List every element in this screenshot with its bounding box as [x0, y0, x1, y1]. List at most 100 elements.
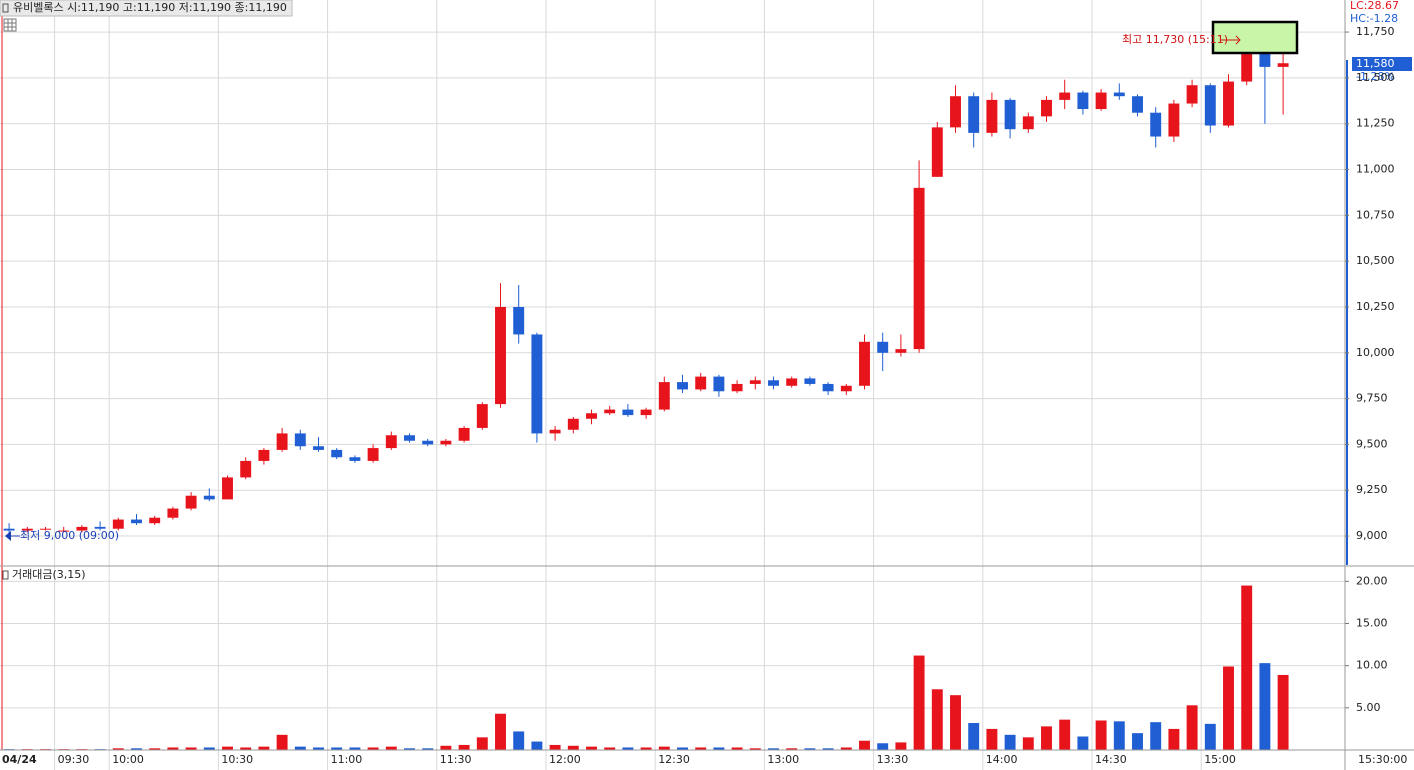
candle-body: [822, 383, 834, 392]
candle-body: [549, 429, 561, 434]
candle-body: [149, 517, 161, 524]
y-tick-label: 11,500: [1356, 71, 1395, 84]
volume-bar: [1259, 663, 1271, 750]
volume-bar: [167, 747, 179, 750]
candle-body: [567, 418, 579, 430]
volume-bar: [713, 747, 725, 750]
volume-bar: [640, 747, 652, 750]
volume-bar: [367, 747, 379, 750]
volume-bar: [404, 748, 415, 750]
candle-body: [440, 440, 452, 445]
candle-body: [695, 376, 707, 390]
x-tick-label: 11:30: [440, 753, 472, 766]
y-tick-label: 10,250: [1356, 300, 1395, 313]
legend-icon: [2, 3, 9, 13]
x-tick-label: 13:30: [877, 753, 909, 766]
volume-bar: [1223, 666, 1234, 750]
candle-body: [931, 127, 943, 177]
candle-body: [658, 382, 670, 410]
x-tick-label: 12:00: [549, 753, 581, 766]
volume-bar: [1041, 726, 1052, 750]
high-arrow: [1220, 35, 1241, 45]
price-tag-bg: [1352, 57, 1412, 71]
y-tick-label: 10,500: [1356, 254, 1395, 267]
candle-body: [1059, 92, 1071, 100]
candle-body: [749, 380, 761, 384]
volume-title: 거래대금(3,15): [12, 568, 86, 581]
candle-body: [1223, 81, 1234, 126]
candle-body: [1095, 92, 1107, 110]
volume-bar: [222, 746, 233, 750]
candle-body: [1022, 116, 1034, 130]
candle-body: [203, 495, 215, 500]
candle-body: [1041, 99, 1052, 117]
volume-bar: [1059, 719, 1071, 750]
volume-bar: [149, 748, 161, 750]
volume-bar: [513, 731, 525, 750]
candle-body: [422, 440, 434, 445]
candle-body: [1277, 63, 1289, 67]
x-tick-label: 10:00: [112, 753, 144, 766]
volume-bar: [313, 747, 324, 750]
candle-body: [950, 96, 961, 128]
candle-body: [604, 409, 616, 414]
highlight-box: [1211, 20, 1299, 55]
volume-bar: [1077, 736, 1089, 750]
y-tick-label: 11,250: [1356, 117, 1395, 130]
candle-body: [112, 519, 124, 529]
volume-bar: [822, 748, 834, 750]
volume-bar: [331, 747, 343, 750]
x-tick-label: 10:30: [221, 753, 253, 766]
candle-body: [1004, 99, 1016, 130]
candle-body: [313, 446, 324, 450]
table-icon[interactable]: [3, 18, 17, 32]
candle-body: [677, 382, 688, 390]
volume-bar: [859, 740, 870, 750]
volume-bar: [1277, 674, 1289, 750]
candle-body: [1168, 103, 1180, 137]
x-tick-label: 11:00: [331, 753, 363, 766]
candle-body: [331, 449, 343, 458]
volume-bar: [986, 728, 998, 750]
volume-bar: [604, 747, 616, 750]
volume-bar: [440, 745, 452, 750]
x-tick-label: 14:00: [986, 753, 1018, 766]
legend: 유비벨록스 시:11,190 고:11,190 저:11,190 종:11,19…: [13, 1, 287, 14]
candle-body: [622, 409, 634, 416]
volume-bar: [495, 713, 506, 750]
low-note: 최저 9,000 (09:00): [20, 529, 119, 542]
volume-bar: [586, 746, 597, 750]
volume-bar: [240, 747, 252, 750]
x-tick-label: 09:30: [58, 753, 90, 766]
candle-body: [1113, 92, 1125, 97]
x-tick-label: 14:30: [1095, 753, 1127, 766]
legend-box: [0, 0, 293, 17]
table-icon-lines: [4, 19, 16, 31]
volume-bar: [1186, 705, 1198, 750]
volume-bar: [1241, 585, 1253, 750]
volume-bar: [476, 737, 488, 750]
volume-bar: [804, 748, 816, 750]
candle-body: [731, 383, 743, 392]
volume-bar: [877, 743, 889, 750]
y-tick-label: 15.00: [1356, 617, 1388, 630]
candle-body: [367, 448, 379, 461]
volume-bar: [658, 746, 670, 750]
volume-bar: [294, 746, 306, 750]
crosshair-time: 15:30:00: [1358, 753, 1407, 766]
volume-bar: [531, 741, 543, 750]
x-tick-label: 15:00: [1204, 753, 1236, 766]
candle-body: [895, 349, 907, 353]
candle-body: [986, 99, 998, 133]
candle-body: [786, 378, 798, 386]
volume-bar: [112, 748, 124, 750]
volume-bar: [695, 747, 707, 750]
volume-bar: [768, 748, 779, 750]
volume-bar: [1004, 734, 1016, 750]
x-tick-label: 13:00: [767, 753, 799, 766]
high-note: 최고 11,730 (15:11): [1122, 33, 1228, 46]
volume-bar: [931, 689, 943, 750]
volume-bar: [1168, 728, 1180, 750]
y-tick-label: 9,750: [1356, 392, 1388, 405]
